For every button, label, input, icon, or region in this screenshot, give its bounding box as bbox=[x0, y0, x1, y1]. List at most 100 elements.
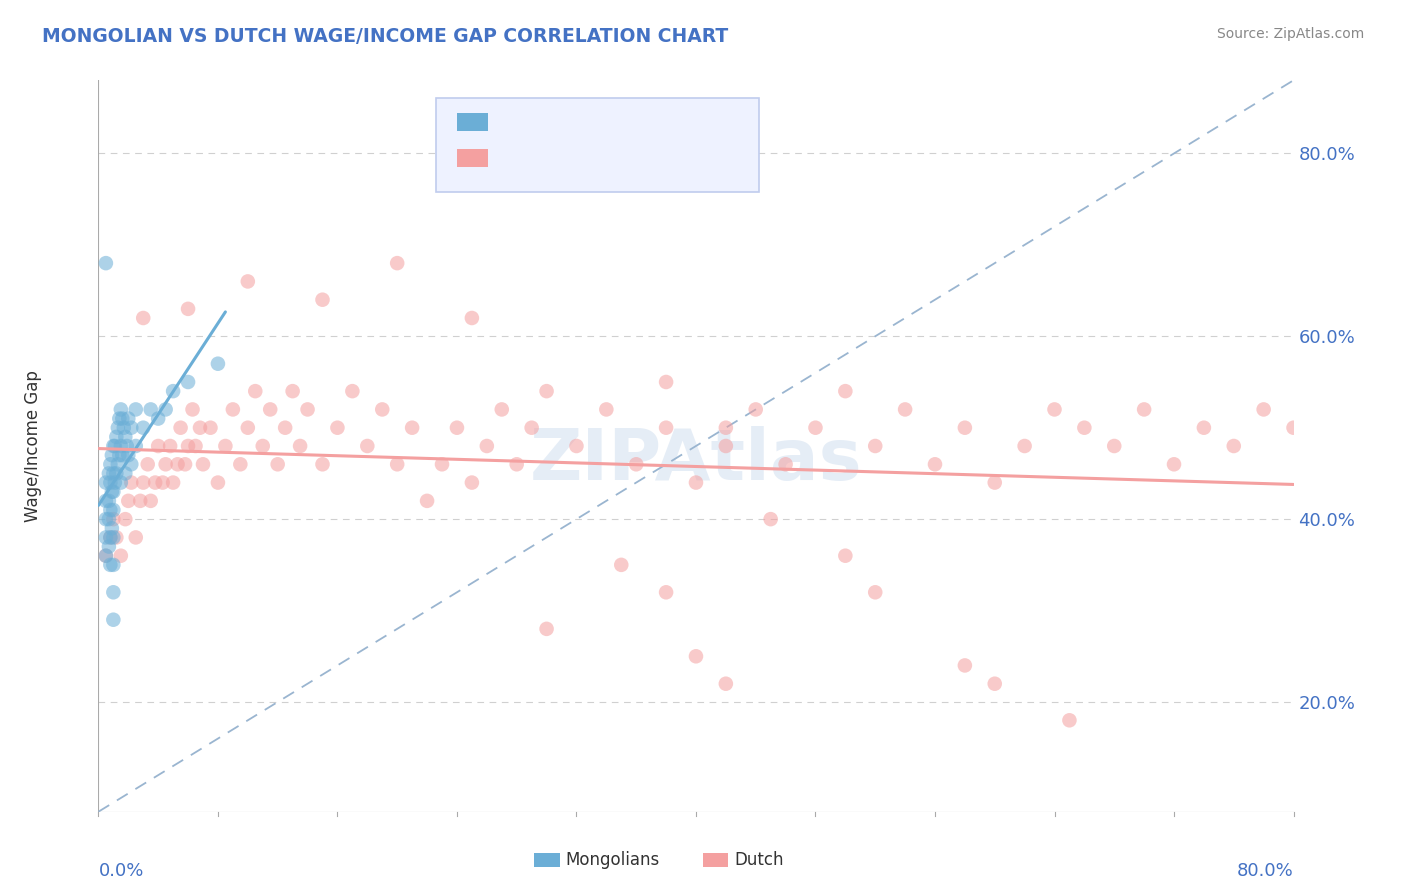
Point bbox=[103, 530, 125, 544]
Point bbox=[159, 439, 181, 453]
Point bbox=[155, 457, 177, 471]
Point bbox=[101, 484, 124, 499]
Point bbox=[97, 512, 120, 526]
Point bbox=[94, 512, 117, 526]
Point bbox=[139, 402, 162, 417]
Point bbox=[103, 585, 125, 599]
Point bbox=[714, 421, 737, 435]
Point bbox=[565, 439, 588, 453]
Point bbox=[114, 512, 136, 526]
Point bbox=[834, 549, 856, 563]
Point bbox=[714, 676, 737, 690]
Point bbox=[101, 448, 124, 462]
Point bbox=[655, 375, 678, 389]
Point bbox=[281, 384, 304, 398]
Point bbox=[110, 402, 132, 417]
Point bbox=[200, 421, 222, 435]
Point bbox=[103, 484, 125, 499]
Point bbox=[714, 439, 737, 453]
Text: Mongolians: Mongolians bbox=[565, 851, 659, 869]
Point bbox=[110, 475, 132, 490]
Point bbox=[117, 494, 139, 508]
Point bbox=[446, 421, 468, 435]
Point bbox=[416, 494, 439, 508]
Point bbox=[1253, 402, 1275, 417]
Point bbox=[162, 475, 184, 490]
Text: Dutch: Dutch bbox=[734, 851, 783, 869]
Point bbox=[191, 457, 214, 471]
Point bbox=[152, 475, 174, 490]
Point bbox=[94, 494, 117, 508]
Point bbox=[97, 494, 120, 508]
Point bbox=[865, 585, 887, 599]
Point bbox=[1133, 402, 1156, 417]
Text: Wage/Income Gap: Wage/Income Gap bbox=[24, 370, 42, 522]
Point bbox=[342, 384, 364, 398]
Point bbox=[110, 439, 132, 453]
Point bbox=[120, 457, 142, 471]
Point bbox=[103, 439, 125, 453]
Point bbox=[245, 384, 267, 398]
Point bbox=[984, 676, 1007, 690]
Point bbox=[207, 475, 229, 490]
Point bbox=[177, 439, 200, 453]
Point bbox=[1282, 421, 1305, 435]
Point bbox=[953, 421, 976, 435]
Point bbox=[148, 439, 170, 453]
Point bbox=[1104, 439, 1126, 453]
Point bbox=[94, 256, 117, 270]
Point bbox=[626, 457, 648, 471]
Point bbox=[520, 421, 543, 435]
Point bbox=[104, 439, 127, 453]
Point bbox=[111, 411, 134, 425]
Point bbox=[267, 457, 290, 471]
Point bbox=[94, 549, 117, 563]
Point bbox=[125, 402, 148, 417]
Point bbox=[685, 649, 707, 664]
Point bbox=[108, 411, 131, 425]
Point bbox=[112, 421, 135, 435]
Point bbox=[953, 658, 976, 673]
Point bbox=[311, 457, 333, 471]
Point bbox=[169, 421, 191, 435]
Point bbox=[132, 421, 155, 435]
Point bbox=[114, 430, 136, 444]
Point bbox=[506, 457, 529, 471]
Point bbox=[222, 402, 245, 417]
Point bbox=[236, 421, 259, 435]
Point bbox=[655, 585, 678, 599]
Point bbox=[132, 475, 155, 490]
Point bbox=[125, 530, 148, 544]
Point bbox=[759, 512, 782, 526]
Point bbox=[236, 274, 259, 288]
Point bbox=[188, 421, 211, 435]
Point bbox=[1059, 714, 1081, 728]
Text: R = 0.373   N = 101: R = 0.373 N = 101 bbox=[499, 149, 681, 167]
Point bbox=[136, 457, 159, 471]
Point bbox=[297, 402, 319, 417]
Point bbox=[1163, 457, 1185, 471]
Point bbox=[491, 402, 513, 417]
Point bbox=[834, 384, 856, 398]
Point bbox=[98, 457, 122, 471]
Point bbox=[177, 301, 200, 316]
Point bbox=[94, 530, 117, 544]
Point bbox=[108, 448, 131, 462]
Text: R = 0.084   N = 56: R = 0.084 N = 56 bbox=[499, 113, 669, 131]
Point bbox=[1192, 421, 1215, 435]
Point bbox=[924, 457, 946, 471]
Point bbox=[97, 540, 120, 554]
Point bbox=[214, 439, 236, 453]
Point bbox=[97, 467, 120, 481]
Point bbox=[1073, 421, 1095, 435]
Point bbox=[98, 530, 122, 544]
Point bbox=[94, 475, 117, 490]
Point bbox=[115, 439, 138, 453]
Point bbox=[98, 475, 122, 490]
Point bbox=[162, 384, 184, 398]
Point bbox=[104, 475, 127, 490]
Point bbox=[114, 467, 136, 481]
Point bbox=[117, 448, 139, 462]
Point bbox=[288, 439, 311, 453]
Point bbox=[385, 256, 409, 270]
